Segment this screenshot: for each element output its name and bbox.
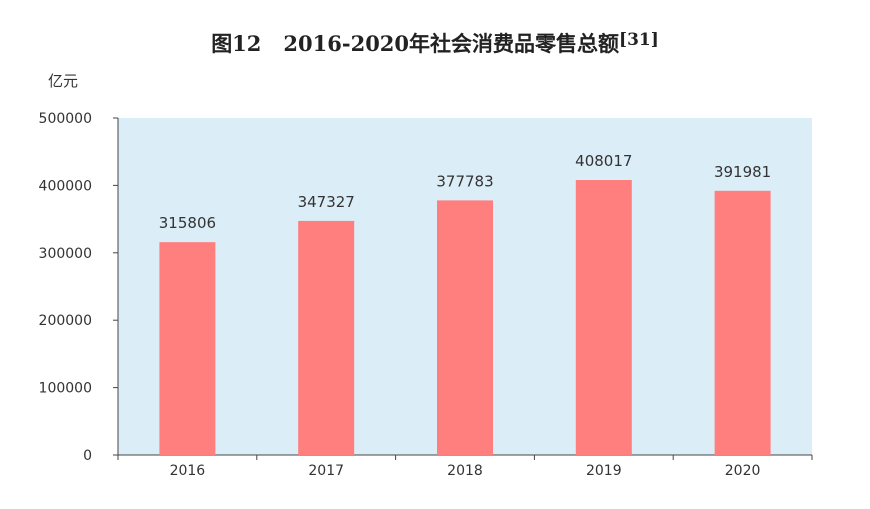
- x-tick-label: 2016: [170, 463, 206, 479]
- x-tick-label: 2019: [586, 463, 622, 479]
- title-reference: [31]: [619, 30, 659, 50]
- y-tick-label: 100000: [39, 381, 92, 397]
- bar-2016: [159, 242, 216, 455]
- bar-2017: [298, 220, 355, 455]
- data-label-2016: 315806: [159, 214, 216, 232]
- y-tick-label: 400000: [39, 178, 92, 194]
- title-text: 2016-2020年社会消费品零售总额: [283, 31, 620, 56]
- x-tick-label: 2018: [447, 463, 483, 479]
- data-label-2018: 377783: [436, 172, 493, 190]
- y-tick-label: 0: [83, 448, 92, 464]
- y-axis-unit: 亿元: [48, 72, 79, 90]
- y-tick-label: 200000: [39, 313, 92, 329]
- bar-2018: [437, 200, 493, 455]
- chart-title: 图12 2016-2020年社会消费品零售总额[31]: [0, 28, 870, 58]
- x-tick-label: 2017: [308, 463, 344, 479]
- y-tick-label: 300000: [39, 246, 92, 262]
- figure-number: 图12: [211, 31, 262, 56]
- y-tick-label: 500000: [39, 111, 92, 127]
- data-label-2019: 408017: [575, 152, 632, 170]
- data-label-2017: 347327: [298, 193, 355, 211]
- bar-2020: [714, 190, 771, 455]
- bar-2019: [575, 179, 632, 456]
- x-tick-label: 2020: [725, 463, 761, 479]
- data-label-2020: 391981: [714, 163, 771, 181]
